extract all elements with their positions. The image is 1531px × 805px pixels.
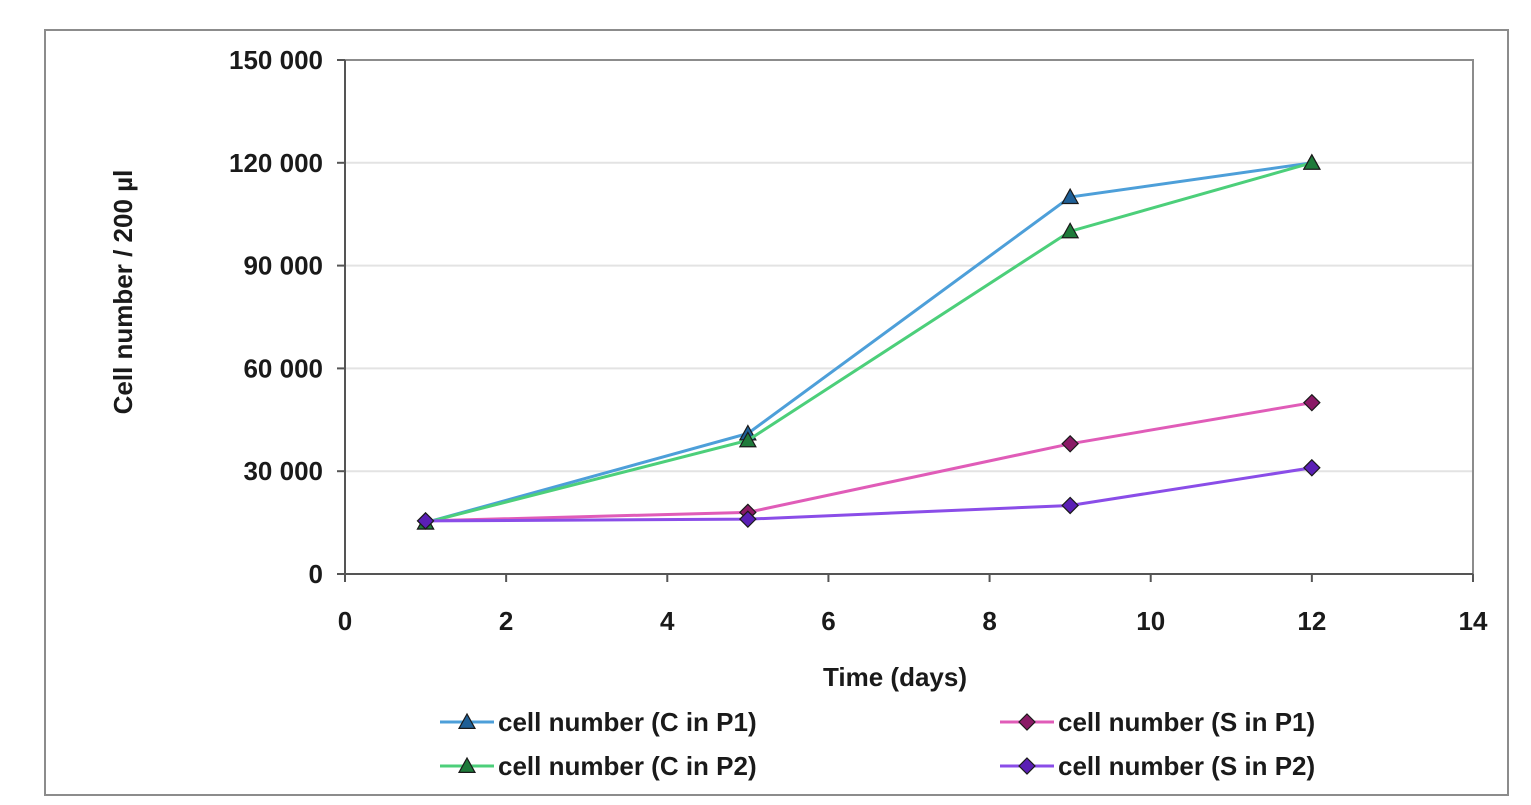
y-tick-label: 150 000 xyxy=(229,45,323,75)
data-point-diamond xyxy=(416,512,435,530)
legend-item: cell number (S in P1) xyxy=(1000,707,1315,737)
x-tick-label: 6 xyxy=(821,606,835,636)
series-line xyxy=(425,161,1313,525)
y-tick-label: 30 000 xyxy=(243,456,323,486)
series-line xyxy=(425,161,1313,525)
data-point-diamond xyxy=(1061,496,1079,515)
data-point-triangle xyxy=(1061,187,1080,205)
legend-item: cell number (C in P1) xyxy=(440,707,757,737)
y-axis-title: Cell number / 200 µl xyxy=(108,170,138,415)
legend: cell number (C in P1) cell number (S in P… xyxy=(440,707,1315,781)
data-point-triangle xyxy=(457,756,477,774)
axes: 0 30 000 60 000 90 000 120 000 150 000 0 2 4 6 8 10… xyxy=(229,45,1488,636)
data-point-diamond xyxy=(1061,434,1079,453)
legend-label: cell number (C in P2) xyxy=(498,751,757,781)
legend-item: cell number (S in P2) xyxy=(1000,751,1315,781)
data-point-diamond xyxy=(1018,713,1036,731)
legend-label: cell number (S in P2) xyxy=(1058,751,1315,781)
x-axis-title: Time (days) xyxy=(823,662,967,692)
y-tick-label: 0 xyxy=(309,559,323,589)
x-tick-label: 0 xyxy=(338,606,352,636)
series-4 xyxy=(416,458,1321,530)
series-line xyxy=(425,401,1313,523)
x-tick-label: 10 xyxy=(1136,606,1165,636)
data-point-diamond xyxy=(739,510,757,529)
x-tick-label: 2 xyxy=(499,606,513,636)
legend-label: cell number (C in P1) xyxy=(498,707,757,737)
x-tick-label: 4 xyxy=(660,606,675,636)
data-point-diamond xyxy=(1018,757,1036,775)
series-line xyxy=(425,466,1313,523)
y-tick-label: 60 000 xyxy=(243,353,323,383)
data-point-triangle xyxy=(457,712,477,730)
data-point-triangle xyxy=(1302,153,1321,170)
legend-label: cell number (S in P1) xyxy=(1058,707,1315,737)
y-tick-label: 90 000 xyxy=(243,251,323,281)
data-point-triangle xyxy=(1061,222,1080,239)
data-point-diamond xyxy=(1303,393,1321,412)
data-point-triangle xyxy=(738,431,757,448)
y-tick-label: 120 000 xyxy=(229,148,323,178)
data-point-diamond xyxy=(1303,458,1321,477)
x-tick-label: 14 xyxy=(1459,606,1488,636)
legend-item: cell number (C in P2) xyxy=(440,751,757,781)
x-tick-label: 12 xyxy=(1297,606,1326,636)
series-lines xyxy=(416,153,1321,530)
x-tick-label: 8 xyxy=(982,606,996,636)
